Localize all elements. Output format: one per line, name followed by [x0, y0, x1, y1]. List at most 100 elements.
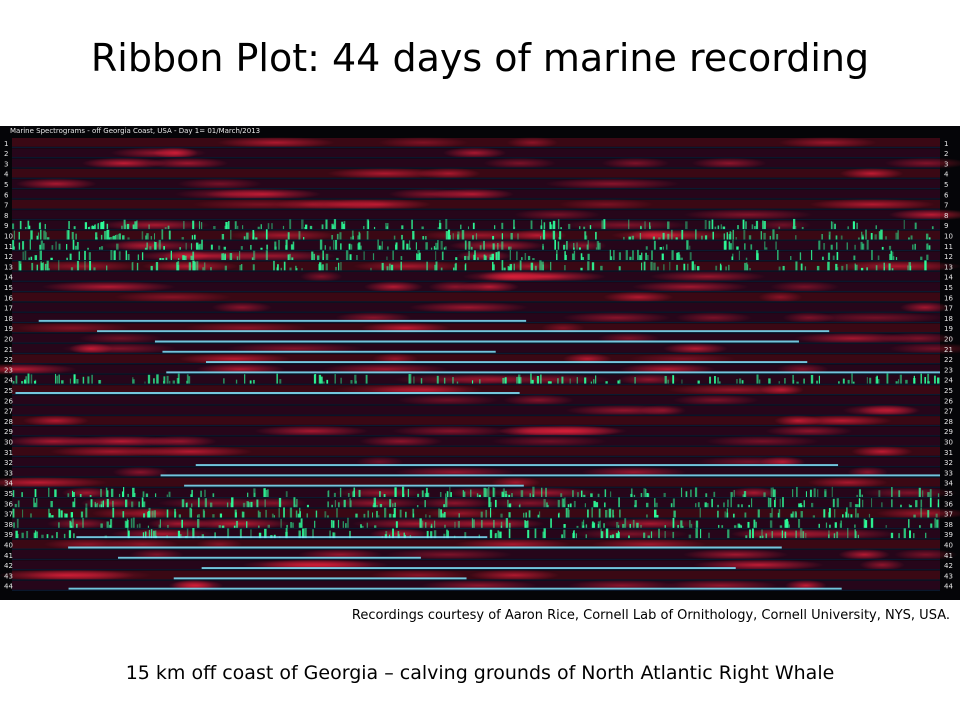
day-label-right-29: 29	[944, 428, 953, 436]
day-label-left-13: 13	[4, 263, 13, 271]
day-label-left-2: 2	[4, 150, 8, 158]
day-label-left-9: 9	[4, 222, 8, 230]
ribbon-day-43	[0, 569, 940, 581]
ribbon-day-41	[12, 548, 958, 561]
ribbon-plot-header: Marine Spectrograms - off Georgia Coast,…	[10, 127, 261, 135]
day-label-left-42: 42	[4, 562, 13, 570]
ribbon-day-15	[12, 281, 940, 293]
ribbon-day-17	[12, 301, 951, 314]
day-label-right-19: 19	[944, 325, 953, 333]
day-label-right-39: 39	[944, 531, 953, 539]
ribbon-day-1	[12, 136, 940, 149]
ribbon-day-22	[12, 353, 940, 365]
day-label-right-22: 22	[944, 356, 953, 364]
day-label-right-41: 41	[944, 552, 953, 560]
day-label-right-31: 31	[944, 449, 953, 457]
ribbon-day-35	[12, 486, 958, 499]
day-label-right-28: 28	[944, 418, 953, 426]
day-label-left-36: 36	[4, 500, 13, 508]
ribbon-day-32	[12, 456, 940, 468]
day-label-left-38: 38	[4, 521, 13, 529]
day-label-left-29: 29	[4, 428, 13, 436]
day-label-left-40: 40	[4, 542, 13, 550]
ribbon-day-27	[12, 404, 940, 417]
day-label-right-11: 11	[944, 243, 953, 251]
day-label-right-25: 25	[944, 387, 953, 395]
recording-credit: Recordings courtesy of Aaron Rice, Corne…	[351, 608, 950, 623]
day-label-right-36: 36	[944, 500, 953, 508]
day-label-right-4: 4	[944, 171, 949, 179]
day-label-right-6: 6	[944, 191, 949, 199]
ribbon-day-33	[12, 466, 940, 478]
ribbon-day-10	[12, 229, 940, 241]
day-label-left-14: 14	[4, 274, 13, 282]
ribbon-day-13	[12, 260, 960, 272]
ribbon-day-37	[12, 507, 960, 520]
ribbon-day-26	[12, 394, 940, 406]
day-label-right-7: 7	[944, 202, 948, 210]
day-label-left-35: 35	[4, 490, 13, 498]
day-label-left-23: 23	[4, 366, 13, 374]
day-label-right-5: 5	[944, 181, 948, 189]
ribbon-day-40	[12, 538, 940, 550]
day-label-left-24: 24	[4, 377, 13, 385]
day-label-right-2: 2	[944, 150, 948, 158]
ribbon-day-23	[0, 363, 940, 375]
ribbon-day-5	[12, 178, 940, 190]
ribbon-day-38	[12, 517, 940, 530]
ribbon-day-3	[12, 157, 960, 169]
ribbon-day-11	[12, 239, 940, 252]
day-label-left-41: 41	[4, 552, 13, 560]
ribbon-day-2	[12, 147, 940, 159]
ribbon-day-44	[12, 579, 940, 592]
ribbon-day-6	[12, 188, 940, 200]
day-label-right-9: 9	[944, 222, 948, 230]
slide-title: Ribbon Plot: 44 days of marine recording	[90, 36, 870, 80]
day-label-left-32: 32	[4, 459, 13, 467]
day-label-left-10: 10	[4, 233, 13, 241]
day-label-right-32: 32	[944, 459, 953, 467]
day-label-left-16: 16	[4, 294, 13, 302]
ribbon-day-19	[12, 322, 940, 334]
day-label-left-34: 34	[4, 480, 13, 488]
day-label-left-1: 1	[4, 140, 8, 148]
day-label-right-40: 40	[944, 542, 953, 550]
day-label-left-25: 25	[4, 387, 13, 395]
ribbon-day-12	[12, 249, 940, 262]
day-label-left-12: 12	[4, 253, 13, 261]
day-label-left-31: 31	[4, 449, 13, 457]
day-label-right-43: 43	[944, 572, 953, 580]
ribbon-day-24	[12, 373, 940, 386]
day-label-left-17: 17	[4, 305, 13, 313]
day-label-right-13: 13	[944, 263, 953, 271]
day-label-right-26: 26	[944, 397, 953, 405]
day-label-left-44: 44	[4, 583, 13, 591]
ribbon-day-29	[12, 425, 940, 437]
ribbon-day-18	[12, 312, 945, 324]
day-label-right-16: 16	[944, 294, 953, 302]
ribbon-day-25	[12, 384, 940, 396]
day-label-left-22: 22	[4, 356, 13, 364]
day-label-right-30: 30	[944, 439, 953, 447]
ribbon-day-31	[12, 445, 940, 458]
day-label-right-37: 37	[944, 511, 953, 519]
day-label-left-43: 43	[4, 572, 13, 580]
day-label-left-30: 30	[4, 439, 13, 447]
ribbon-day-4	[12, 167, 940, 180]
day-label-left-19: 19	[4, 325, 13, 333]
day-label-right-35: 35	[944, 490, 953, 498]
day-label-left-4: 4	[4, 171, 9, 179]
day-label-right-14: 14	[944, 274, 953, 282]
day-label-left-20: 20	[4, 336, 13, 344]
day-label-right-21: 21	[944, 346, 953, 354]
day-label-left-33: 33	[4, 469, 13, 477]
ribbon-day-42	[12, 559, 940, 571]
day-label-left-3: 3	[4, 160, 8, 168]
ribbon-day-7	[12, 198, 940, 211]
day-label-left-8: 8	[4, 212, 8, 220]
slide-caption: 15 km off coast of Georgia – calving gro…	[125, 662, 835, 684]
day-label-right-23: 23	[944, 366, 953, 374]
day-label-right-15: 15	[944, 284, 953, 292]
day-label-right-38: 38	[944, 521, 953, 529]
